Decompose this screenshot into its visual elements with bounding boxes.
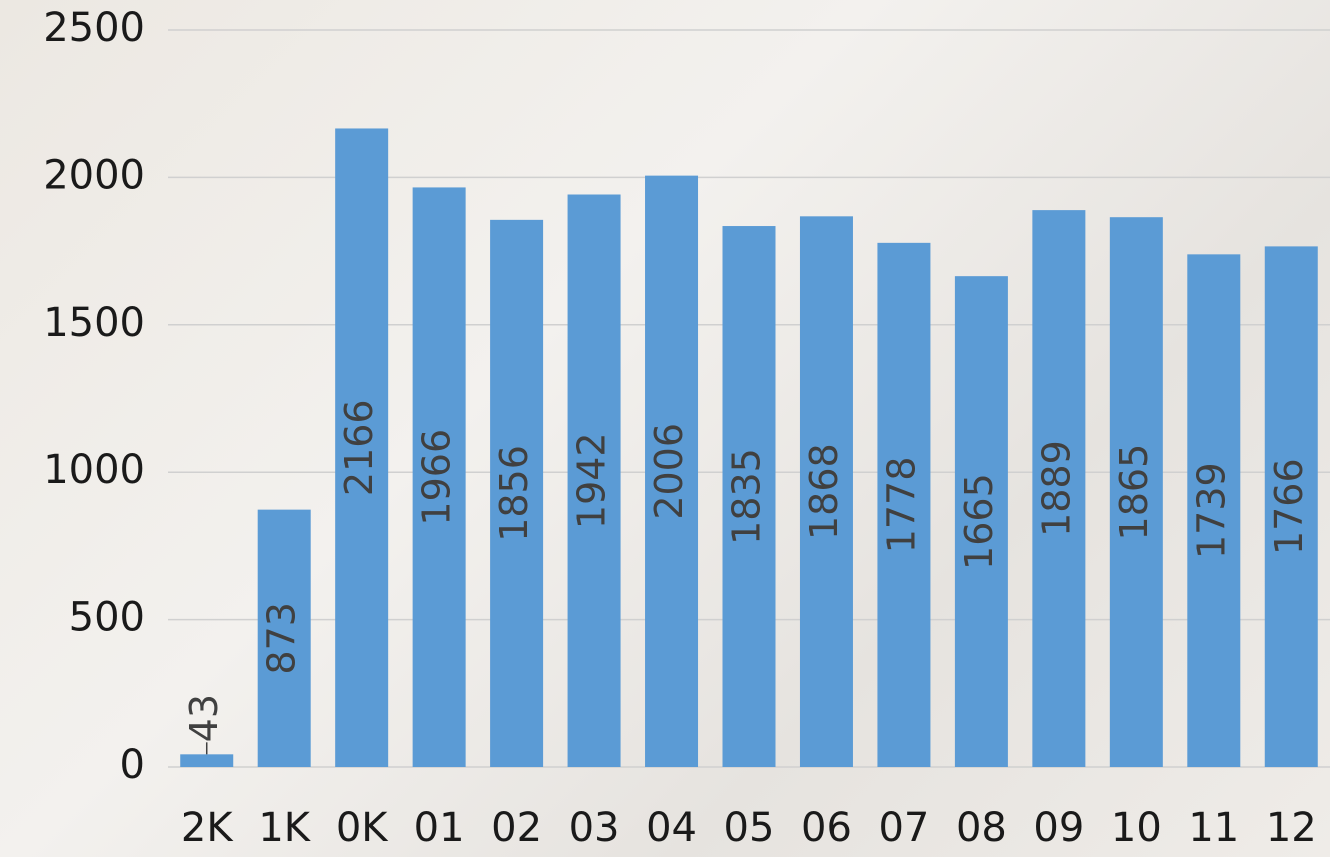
x-tick-label: 11 [1188, 805, 1239, 851]
bar [722, 226, 776, 768]
data-label: 2006 [647, 423, 691, 520]
x-tick-label: 01 [414, 805, 465, 851]
x-tick-label: 12 [1266, 805, 1317, 851]
y-tick-label: 2000 [43, 152, 145, 198]
bar [490, 219, 544, 767]
bar [799, 216, 853, 767]
data-label: 1942 [570, 432, 614, 529]
x-tick-label: 09 [1033, 805, 1084, 851]
bar [412, 187, 466, 767]
y-tick-label: 500 [69, 595, 145, 641]
data-label: 2166 [337, 399, 381, 496]
bar [1264, 246, 1318, 768]
data-label: 1835 [725, 448, 769, 545]
x-tick-label: 07 [878, 805, 929, 851]
y-tick-label: 1500 [43, 300, 145, 346]
data-label: 1778 [879, 457, 923, 554]
y-tick-label: 1000 [43, 447, 145, 493]
x-tick-label: 02 [491, 805, 542, 851]
x-tick-label: 03 [569, 805, 620, 851]
data-label: 1966 [415, 429, 459, 526]
data-label: 1868 [802, 443, 846, 540]
y-tick-label: 0 [120, 742, 145, 788]
bar [180, 754, 234, 767]
bar [954, 276, 1008, 767]
data-label: 43 [182, 694, 226, 742]
data-label: 1889 [1034, 440, 1078, 537]
x-tick-label: 04 [646, 805, 697, 851]
bar [335, 128, 389, 767]
x-tick-label: 08 [956, 805, 1007, 851]
bar [567, 194, 621, 767]
bar [257, 509, 311, 767]
data-label: 1865 [1112, 444, 1156, 541]
data-label: 1766 [1267, 458, 1311, 555]
x-tick-label: 0K [336, 805, 389, 851]
data-label: 1739 [1189, 462, 1233, 559]
x-tick-label: 2K [181, 805, 234, 851]
x-tick-label: 1K [258, 805, 311, 851]
x-tick-label: 05 [724, 805, 775, 851]
bar [877, 242, 931, 768]
bar [1187, 254, 1241, 768]
data-label: 873 [260, 602, 304, 675]
x-tick-label: 06 [801, 805, 852, 851]
data-label: 1856 [492, 445, 536, 542]
y-tick-label: 2500 [43, 5, 145, 51]
bar [1032, 210, 1086, 767]
data-label: 1665 [957, 473, 1001, 570]
bar [1109, 217, 1163, 767]
x-tick-label: 10 [1111, 805, 1162, 851]
bar [645, 175, 699, 767]
